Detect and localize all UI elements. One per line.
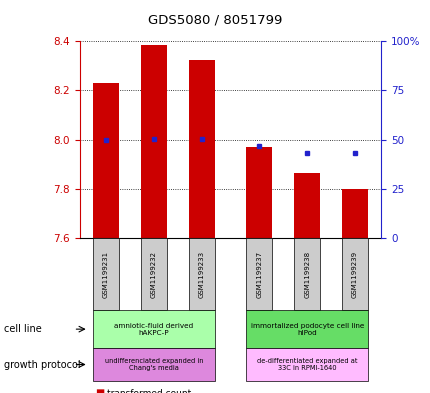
Text: GSM1199231: GSM1199231 xyxy=(103,251,109,298)
Bar xyxy=(141,45,167,238)
Text: immortalized podocyte cell line
hIPod: immortalized podocyte cell line hIPod xyxy=(250,323,363,336)
Text: de-differentiated expanded at
33C in RPMI-1640: de-differentiated expanded at 33C in RPM… xyxy=(256,358,356,371)
Bar xyxy=(341,189,367,238)
Text: growth protocol: growth protocol xyxy=(4,360,81,369)
Text: GSM1199233: GSM1199233 xyxy=(198,251,204,298)
Text: ■: ■ xyxy=(95,388,104,393)
Text: GSM1199232: GSM1199232 xyxy=(150,251,157,298)
Text: GDS5080 / 8051799: GDS5080 / 8051799 xyxy=(148,14,282,27)
Text: GSM1199238: GSM1199238 xyxy=(304,251,310,298)
Text: undifferenciated expanded in
Chang's media: undifferenciated expanded in Chang's med… xyxy=(104,358,203,371)
Text: cell line: cell line xyxy=(4,324,42,334)
Text: GSM1199237: GSM1199237 xyxy=(256,251,262,298)
Bar xyxy=(188,60,215,238)
Bar xyxy=(246,147,272,238)
Bar xyxy=(293,173,319,238)
Text: amniotic-fluid derived
hAKPC-P: amniotic-fluid derived hAKPC-P xyxy=(114,323,193,336)
Text: GSM1199239: GSM1199239 xyxy=(351,251,357,298)
Bar xyxy=(93,83,119,238)
Text: transformed count: transformed count xyxy=(107,389,190,393)
